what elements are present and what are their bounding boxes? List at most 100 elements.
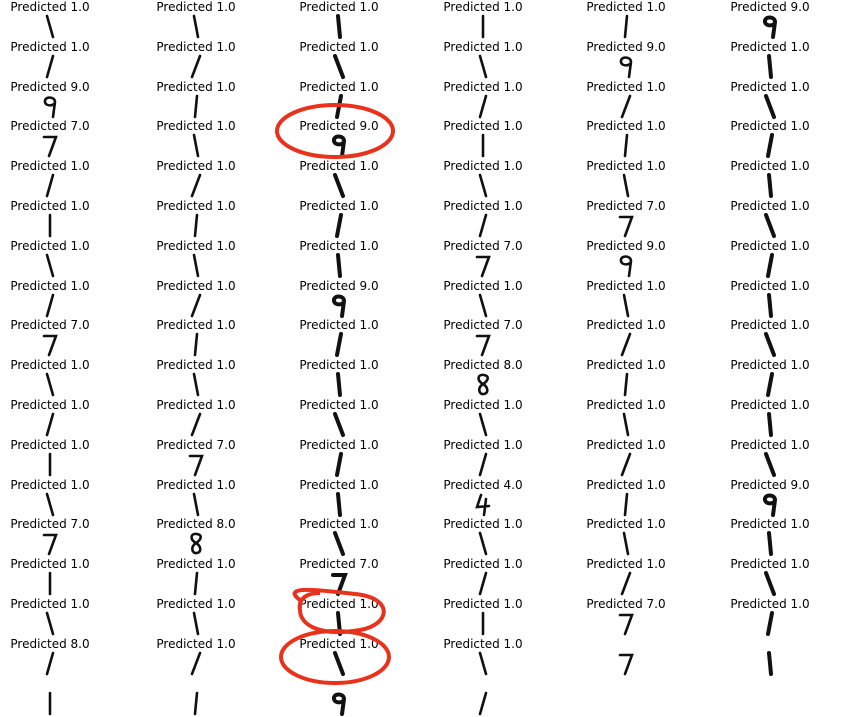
digit-image [478,173,488,198]
prediction-label: Predicted 1.0 [299,437,379,452]
prediction-label: Predicted 1.0 [156,119,236,134]
prediction-cell: Predicted 7.0 [561,597,691,637]
prediction-label: Predicted 1.0 [443,39,523,54]
digit-image [475,493,491,516]
digit-image [336,252,342,278]
prediction-label: Predicted 1.0 [443,517,523,532]
prediction-label: Predicted 1.0 [299,477,379,492]
digit-image [190,54,202,79]
prediction-label: Predicted 1.0 [10,159,90,174]
prediction-label: Predicted 1.0 [156,39,236,54]
prediction-label: Predicted 1.0 [156,318,236,333]
prediction-cell: Predicted 1.0 [418,0,548,40]
digit-image [766,252,774,278]
digit-image [763,15,777,39]
prediction-cell: Predicted 1.0 [705,438,835,478]
prediction-label: Predicted 1.0 [586,119,666,134]
prediction-label: Predicted 9.0 [586,238,666,253]
prediction-cell: Predicted 1.0 [0,398,115,438]
prediction-label: Predicted 1.0 [586,318,666,333]
digit-image [767,173,773,199]
prediction-label: Predicted 9.0 [730,477,810,492]
digit-image [618,653,634,676]
prediction-cell: Predicted 7.0 [561,199,691,239]
prediction-label: Predicted 1.0 [299,398,379,412]
prediction-cell [131,677,261,717]
digit-image [45,651,55,676]
digit-image [478,452,488,477]
prediction-label: Predicted 1.0 [156,636,236,651]
prediction-label: Predicted 7.0 [156,437,236,452]
prediction-label: Predicted 1.0 [443,437,523,452]
prediction-cell: Predicted 1.0 [0,0,115,40]
prediction-cell: Predicted 1.0 [561,478,691,518]
prediction-cell: Predicted 1.0 [418,119,548,159]
digit-image [620,571,632,596]
prediction-label: Predicted 1.0 [443,159,523,174]
digit-image [48,213,52,238]
prediction-cell: Predicted 9.0 [705,478,835,518]
prediction-cell: Predicted 1.0 [705,398,835,438]
prediction-cell: Predicted 1.0 [274,597,404,637]
prediction-label: Predicted 1.0 [10,398,90,412]
prediction-cell: Predicted 1.0 [131,398,261,438]
prediction-cell: Predicted 7.0 [418,239,548,279]
prediction-cell: Predicted 1.0 [418,398,548,438]
prediction-cell: Predicted 1.0 [274,239,404,279]
prediction-cell: Predicted 1.0 [274,358,404,398]
prediction-cell: Predicted 7.0 [418,318,548,358]
prediction-cell: Predicted 8.0 [0,637,115,677]
digit-image [478,54,488,79]
prediction-cell: Predicted 1.0 [0,40,115,80]
prediction-label: Predicted 1.0 [10,199,90,213]
prediction-cell: Predicted 1.0 [131,637,261,677]
prediction-cell: Predicted 1.0 [561,119,691,159]
prediction-label: Predicted 1.0 [299,636,379,651]
prediction-cell: Predicted 1.0 [0,438,115,478]
prediction-label: Predicted 1.0 [10,597,90,611]
digit-image [333,53,345,79]
digit-image [333,650,345,676]
prediction-cell: Predicted 7.0 [274,557,404,597]
prediction-label: Predicted 1.0 [10,39,90,54]
digit-image [335,332,343,358]
prediction-label: Predicted 1.0 [730,358,810,373]
prediction-label: Predicted 1.0 [443,0,523,14]
prediction-label: Predicted 1.0 [730,199,810,213]
prediction-cell: Predicted 1.0 [131,119,261,159]
prediction-label: Predicted 1.0 [730,318,810,333]
prediction-cell: Predicted 1.0 [705,358,835,398]
digit-image [42,335,58,357]
prediction-cell: Predicted 8.0 [131,517,261,557]
digit-image [192,134,200,158]
digit-image [332,134,346,159]
digit-image [190,412,202,437]
digit-image [45,611,55,636]
digit-image [478,213,488,238]
prediction-cell: Predicted 9.0 [0,80,115,120]
prediction-label: Predicted 1.0 [299,238,379,253]
digit-image [192,14,200,39]
prediction-label: Predicted 1.0 [730,517,810,532]
prediction-cell: Predicted 8.0 [418,358,548,398]
prediction-label: Predicted 1.0 [156,477,236,492]
prediction-cell: Predicted 1.0 [274,80,404,120]
prediction-cell: Predicted 1.0 [0,159,115,199]
prediction-label: Predicted 1.0 [730,437,810,452]
prediction-label: Predicted 1.0 [730,238,810,253]
prediction-label: Predicted 9.0 [10,79,90,94]
digit-image [193,94,199,118]
digit-image [766,372,774,398]
prediction-cell: Predicted 1.0 [418,637,548,677]
prediction-cell: Predicted 9.0 [705,0,835,40]
prediction-cell: Predicted 1.0 [0,239,115,279]
prediction-label: Predicted 7.0 [10,517,90,532]
digit-image [766,133,774,159]
prediction-cell: Predicted 1.0 [418,438,548,478]
prediction-cell: Predicted 1.0 [705,318,835,358]
digit-image [477,373,489,396]
prediction-label: Predicted 1.0 [443,398,523,412]
digit-image [331,573,348,597]
digit-image [623,14,629,39]
prediction-cell: Predicted 1.0 [131,199,261,239]
